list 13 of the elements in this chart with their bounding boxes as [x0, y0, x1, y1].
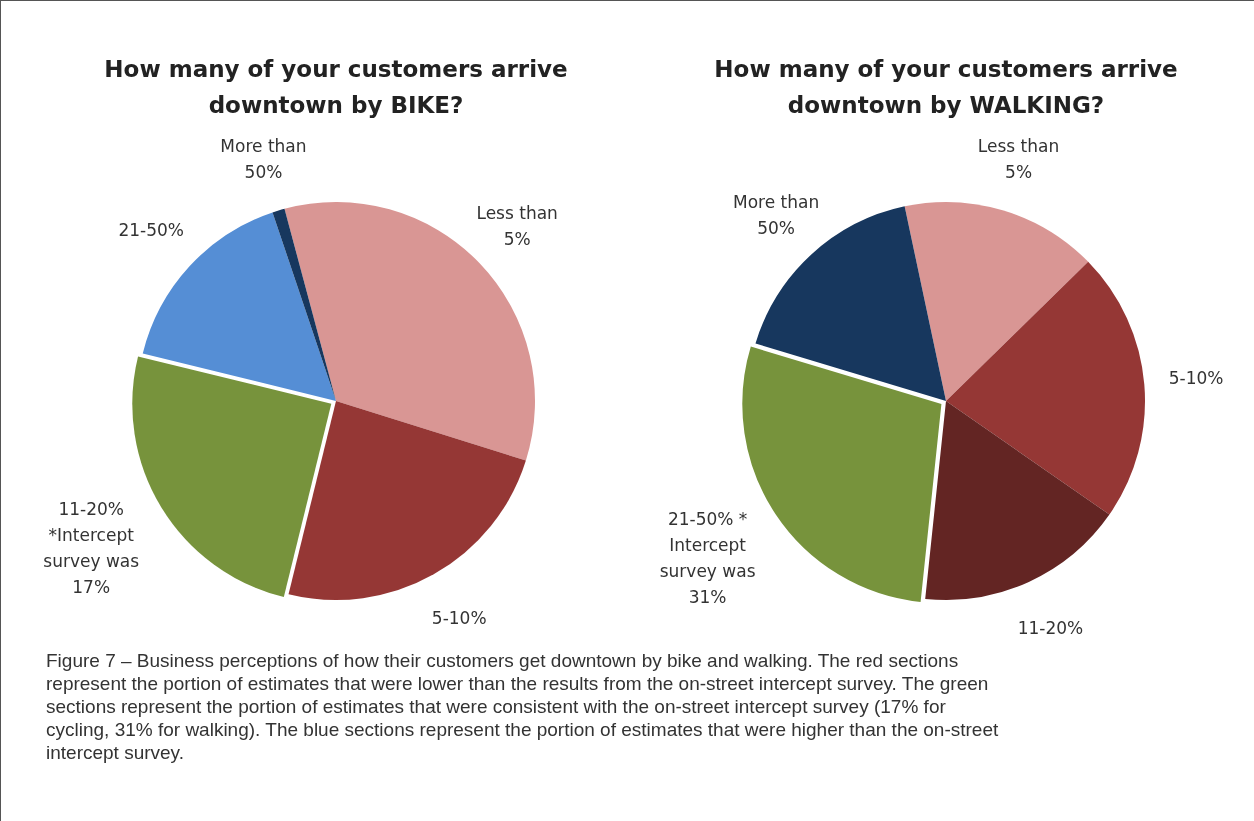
- slice-label: 21-50% * Intercept survey was 31%: [659, 508, 756, 607]
- slice-label: More than 50%: [220, 136, 307, 183]
- chart-title: How many of your customers arrive downtown by BIKE?: [103, 55, 569, 120]
- slice-label: More than 50%: [733, 191, 820, 238]
- slice-label: Less than 5%: [977, 136, 1060, 183]
- slice-label: 21-50%: [118, 219, 185, 240]
- slice-label: 11-20% *Intercept survey was 17%: [43, 498, 140, 597]
- chart-title: How many of your customers arrive downtown by WALKING?: [713, 55, 1179, 120]
- slice-label: 5-10%: [431, 608, 487, 629]
- slice-label: Less than 5%: [476, 202, 558, 249]
- caption: Figure 7 – Business perceptions of how their customers get downtown by bike and walking. The red sections represent the portion of estimates that were lower than the results from the on-street intercept survey. The green sections represent the portion of estimates that were consistent with the on-street intercept survey (17% for cycling, 31% for walking). The blue sections represent the portion of estimates that were higher than the on-street intercept survey.: [46, 649, 1000, 764]
- slice-label: 11-20%: [1017, 617, 1084, 638]
- slice-label: 5-10%: [1168, 368, 1224, 389]
